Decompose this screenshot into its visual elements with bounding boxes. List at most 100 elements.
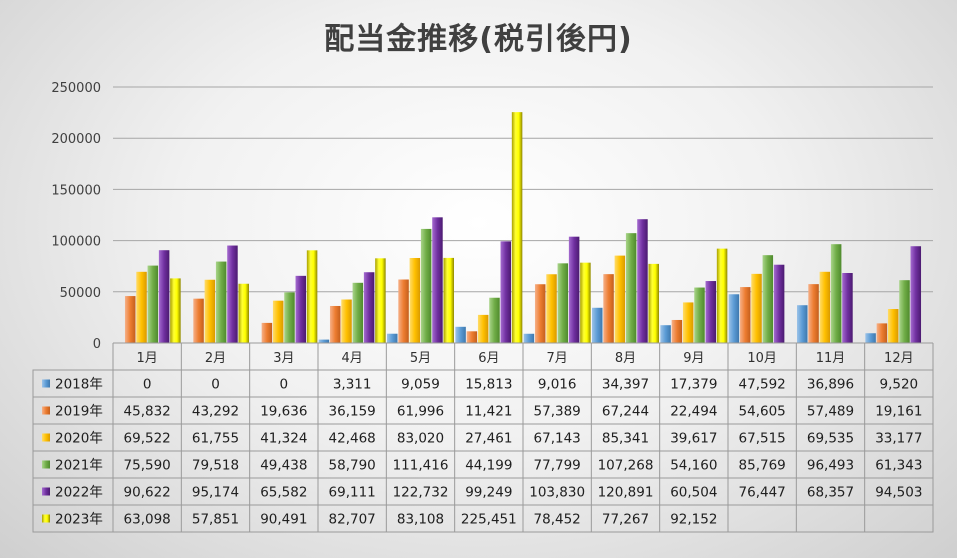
- bar: [887, 309, 899, 343]
- bar: [671, 319, 683, 343]
- data-label: 111,416: [393, 458, 449, 474]
- data-label: 99,249: [465, 485, 512, 501]
- data-label: 11,421: [465, 404, 512, 420]
- data-label: 77,799: [534, 458, 581, 474]
- x-tick-label: 2月: [205, 351, 226, 366]
- bar: [341, 299, 352, 343]
- bar: [625, 233, 637, 343]
- bar: [398, 279, 409, 343]
- bar: [261, 322, 273, 343]
- bar: [329, 305, 341, 343]
- bar: [477, 314, 489, 343]
- legend-swatch: [42, 379, 50, 388]
- data-label: 60,504: [670, 485, 717, 501]
- bar: [443, 257, 454, 343]
- bar: [682, 302, 694, 343]
- data-label: 76,447: [739, 485, 786, 501]
- data-label: 61,343: [875, 458, 922, 474]
- data-label: 63,098: [124, 512, 171, 528]
- bar: [865, 333, 876, 343]
- bar: [455, 326, 466, 343]
- data-label: 36,159: [329, 404, 376, 420]
- legend-label: 2020年: [55, 431, 103, 447]
- data-label: 0: [211, 377, 220, 393]
- data-label: 92,152: [670, 512, 717, 528]
- bar: [147, 265, 159, 343]
- y-tick-label: 50000: [60, 286, 101, 301]
- data-label: 58,790: [329, 458, 376, 474]
- bar: [352, 282, 364, 343]
- data-label: 83,108: [397, 512, 444, 528]
- data-label: 22,494: [670, 404, 717, 420]
- data-label: 78,452: [534, 512, 581, 528]
- data-label: 54,605: [739, 404, 786, 420]
- data-label: 61,996: [397, 404, 444, 420]
- data-label: 0: [143, 377, 152, 393]
- legend-label: 2018年: [55, 377, 103, 393]
- data-label: 68,357: [807, 485, 854, 501]
- bar: [637, 219, 648, 343]
- bar: [534, 284, 546, 343]
- data-label: 107,268: [598, 458, 654, 474]
- bar: [580, 262, 591, 343]
- data-label: 65,582: [260, 485, 307, 501]
- x-tick-label: 8月: [615, 351, 636, 366]
- bar: [193, 298, 204, 343]
- bar: [409, 257, 421, 343]
- data-label: 9,016: [538, 377, 577, 393]
- bar: [728, 294, 740, 343]
- data-label: 42,468: [329, 431, 376, 447]
- bar: [523, 333, 535, 343]
- data-label: 96,493: [807, 458, 854, 474]
- y-tick-label: 0: [93, 337, 101, 352]
- bar: [694, 287, 705, 343]
- bar: [318, 339, 330, 343]
- bar: [808, 284, 819, 343]
- x-tick-label: 7月: [547, 351, 568, 366]
- bar: [568, 236, 580, 343]
- bar: [295, 275, 307, 343]
- data-label: 17,379: [670, 377, 717, 393]
- data-label: 57,389: [534, 404, 581, 420]
- bar: [466, 331, 478, 343]
- bar: [716, 248, 728, 343]
- bar: [432, 217, 443, 343]
- bar: [238, 283, 249, 343]
- bar: [272, 300, 284, 343]
- data-label: 39,617: [670, 431, 717, 447]
- bar: [797, 305, 808, 343]
- y-tick-label: 100000: [51, 235, 101, 250]
- data-label: 45,832: [124, 404, 171, 420]
- bar: [842, 273, 853, 343]
- legend-swatch: [42, 487, 50, 496]
- data-label: 90,491: [260, 512, 307, 528]
- bar: [170, 278, 181, 343]
- x-tick-label: 5月: [410, 351, 431, 366]
- data-label: 54,160: [670, 458, 717, 474]
- bar: [124, 296, 136, 343]
- data-label: 0: [280, 377, 289, 393]
- data-label: 3,311: [333, 377, 372, 393]
- data-label: 90,622: [124, 485, 171, 501]
- data-label: 9,520: [880, 377, 919, 393]
- bar: [284, 292, 295, 343]
- data-label: 36,896: [807, 377, 854, 393]
- x-tick-label: 3月: [273, 351, 294, 366]
- data-label: 69,535: [807, 431, 854, 447]
- data-label: 120,891: [598, 485, 654, 501]
- bar: [215, 261, 227, 343]
- data-label: 61,755: [192, 431, 239, 447]
- bar: [375, 258, 386, 343]
- y-tick-label: 200000: [51, 132, 101, 147]
- x-tick-label: 9月: [683, 351, 704, 366]
- bar: [899, 280, 910, 343]
- bar: [830, 244, 842, 343]
- bar: [603, 274, 614, 343]
- bar: [773, 264, 785, 343]
- data-label: 77,267: [602, 512, 649, 528]
- data-label: 33,177: [875, 431, 922, 447]
- legend-label: 2021年: [55, 458, 103, 474]
- bar: [363, 272, 375, 343]
- data-label: 27,461: [465, 431, 512, 447]
